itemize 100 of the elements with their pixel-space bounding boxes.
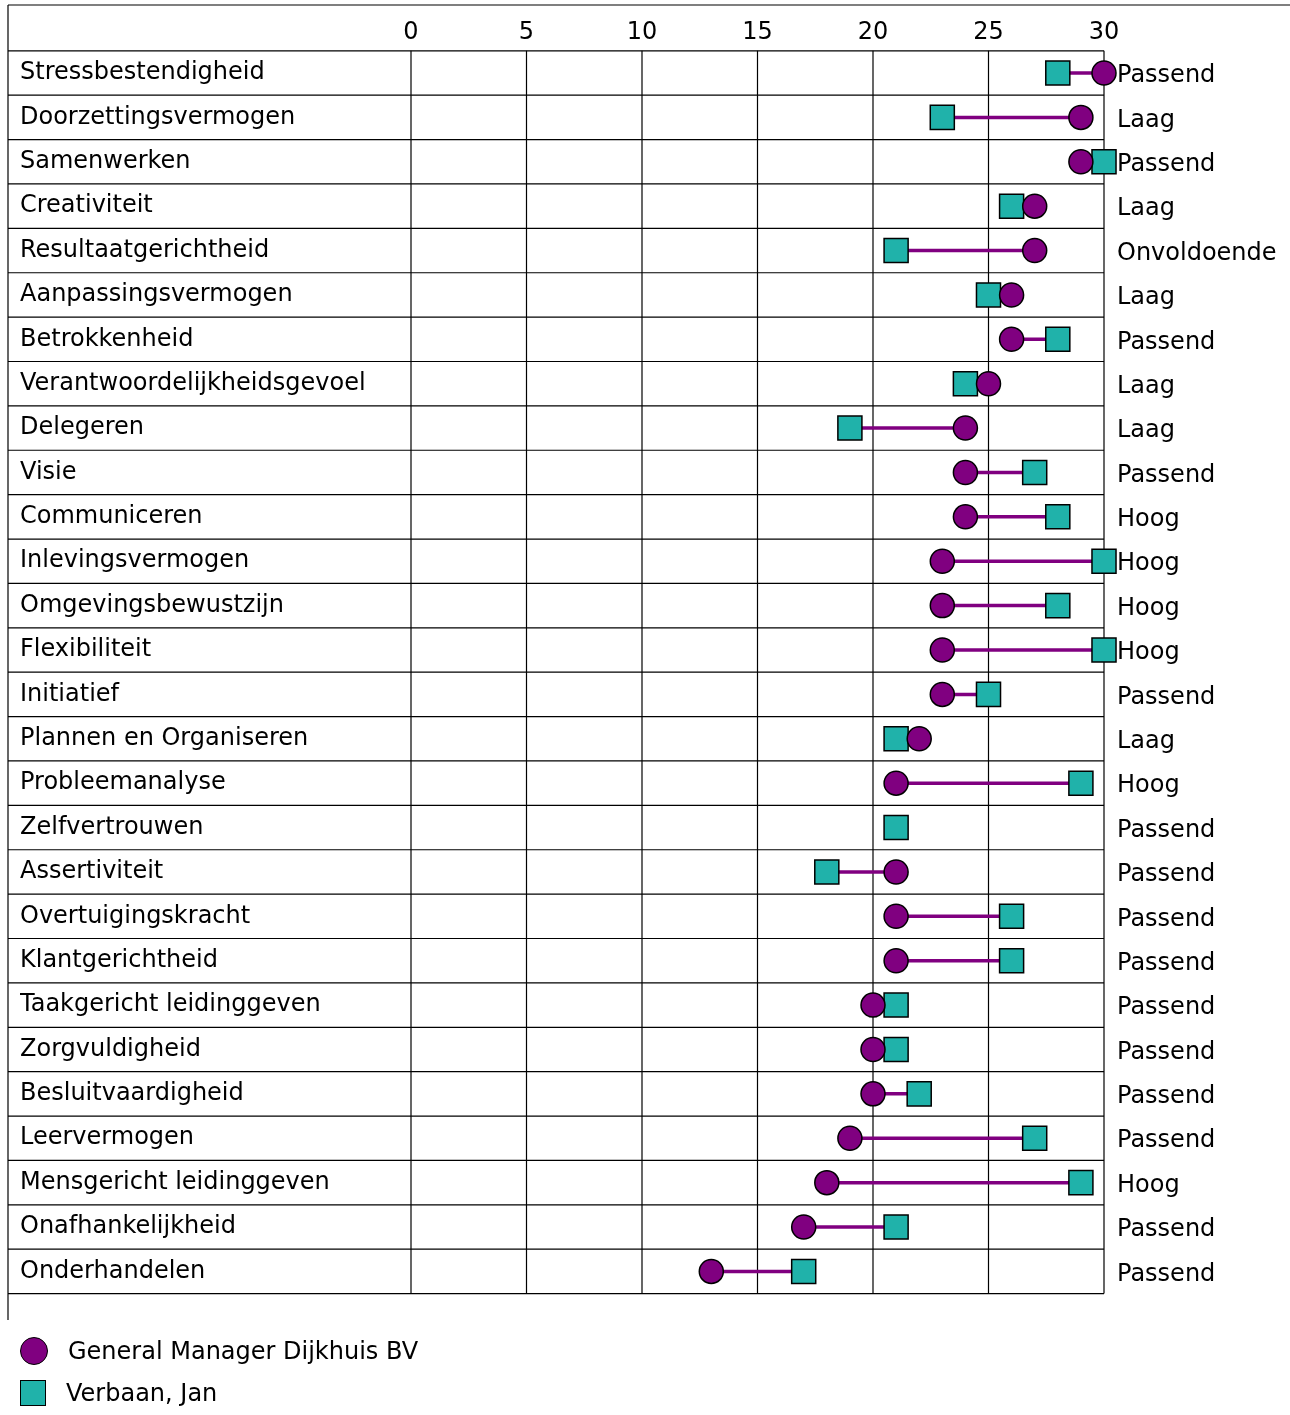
point: [952, 415, 979, 441]
y-tick-label: Flexibiliteit: [20, 634, 152, 663]
point: [998, 282, 1025, 308]
y-tick-label: Aanpassingsvermogen: [20, 279, 293, 308]
x-tick-label: 5: [518, 16, 535, 45]
text: Laag: [1117, 104, 1176, 133]
point: [975, 681, 1002, 708]
y-tick-label: Verantwoordelijkheidsgevoel: [20, 367, 366, 396]
y-tick-label: Communiceren: [20, 501, 203, 530]
text: Hoog: [1117, 548, 1180, 577]
point: [998, 903, 1025, 930]
y-tick-label: Zelfvertrouwen: [20, 811, 204, 840]
y-tick-label: Resultaatgerichtheid: [20, 234, 270, 263]
text: Laag: [1117, 282, 1176, 311]
text: Passend: [1117, 1258, 1216, 1287]
point: [975, 370, 1002, 397]
text: Laag: [1117, 726, 1176, 755]
y-tick-label: Taakgericht leidinggeven: [19, 989, 321, 1018]
text: Passend: [1117, 1036, 1216, 1065]
point: [1045, 504, 1071, 530]
y-tick-label: Samenwerken: [20, 146, 191, 174]
point: [1091, 637, 1117, 663]
legend-label: Verbaan, Jan: [66, 1379, 218, 1407]
text: Passend: [1117, 903, 1216, 932]
point: [883, 770, 909, 796]
point: [952, 370, 979, 397]
point: [1091, 60, 1117, 86]
text: Passend: [1117, 60, 1216, 89]
text: Passend: [1117, 947, 1216, 976]
point: [1045, 592, 1071, 619]
text: Onvoldoende: [1117, 237, 1277, 266]
x-tick-label: 30: [1088, 16, 1120, 45]
point: [883, 726, 909, 752]
point: [1021, 237, 1048, 264]
point: [814, 1169, 840, 1196]
y-tick-label: Mensgericht leidinggeven: [20, 1166, 330, 1195]
y-tick-label: Creativiteit: [20, 190, 153, 219]
y-tick-label: Zorgvuldigheid: [20, 1033, 201, 1062]
y-tick-label: Leervermogen: [20, 1122, 195, 1151]
text: Passend: [1117, 1125, 1216, 1154]
point: [1021, 1125, 1048, 1152]
y-tick-label: Onderhandelen: [20, 1255, 206, 1284]
point: [929, 104, 956, 131]
point: [998, 193, 1025, 219]
point: [929, 681, 956, 708]
y-tick-label: Omgevingsbewustzijn: [20, 589, 284, 618]
point: [1021, 193, 1048, 219]
point: [906, 1081, 932, 1107]
point: [790, 1214, 817, 1240]
text: Laag: [1117, 415, 1176, 444]
point: [1068, 104, 1094, 131]
text: Hoog: [1117, 504, 1180, 533]
point: [860, 992, 886, 1018]
text: Hoog: [1117, 637, 1180, 666]
x-tick-label: 15: [742, 16, 773, 45]
point: [790, 1258, 817, 1285]
text: Passend: [1117, 149, 1216, 177]
text: Passend: [1117, 992, 1216, 1021]
legend-label: General Manager Dijkhuis BV: [68, 1337, 419, 1365]
y-tick-label: Besluitvaardigheid: [20, 1078, 244, 1107]
x-tick-label: 25: [973, 16, 1004, 45]
y-tick-label: Probleemanalyse: [20, 767, 226, 796]
point: [998, 326, 1025, 353]
y-tick-label: Visie: [20, 456, 77, 485]
x-tick-label: 10: [626, 16, 658, 45]
point: [1068, 770, 1094, 796]
point: [883, 947, 909, 974]
point: [837, 1125, 863, 1151]
text: Passend: [1117, 681, 1216, 710]
point: [1045, 60, 1071, 86]
point: [929, 637, 956, 663]
y-tick-label: Stressbestendigheid: [20, 57, 265, 86]
point: [929, 592, 956, 619]
point: [814, 859, 840, 885]
point: [1091, 148, 1117, 175]
y-tick-label: Doorzettingsvermogen: [20, 101, 296, 130]
text: Passend: [1117, 326, 1216, 355]
point: [929, 548, 956, 574]
point: [1021, 459, 1048, 486]
text: Laag: [1117, 370, 1176, 399]
text: Laag: [1117, 193, 1176, 222]
point: [998, 947, 1025, 974]
point: [883, 1214, 909, 1240]
text: Hoog: [1117, 770, 1180, 799]
point: [1091, 548, 1117, 575]
point: [975, 282, 1002, 308]
point: [883, 237, 909, 264]
point: [883, 992, 909, 1018]
text: Passend: [1117, 459, 1216, 488]
y-tick-label: Delegeren: [20, 412, 144, 441]
y-tick-label: Assertiviteit: [20, 856, 164, 885]
point: [860, 1081, 886, 1107]
y-tick-label: Overtuigingskracht: [20, 900, 251, 929]
point: [1045, 326, 1071, 353]
point: [1068, 1169, 1094, 1196]
point: [952, 504, 979, 530]
point: [837, 415, 863, 441]
y-tick-label: Klantgerichtheid: [20, 944, 218, 973]
point: [952, 459, 979, 486]
point: [1068, 149, 1094, 175]
